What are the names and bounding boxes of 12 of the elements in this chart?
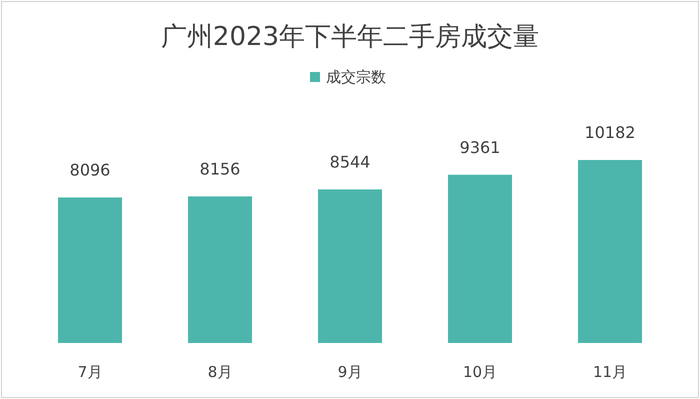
x-tick-label: 11月 (592, 363, 628, 381)
x-tick-label: 9月 (338, 363, 362, 381)
data-label: 10182 (584, 123, 636, 142)
data-label: 8544 (330, 152, 370, 172)
x-tick-label: 10月 (462, 363, 498, 381)
data-label: 8096 (70, 160, 110, 180)
data-label: 8156 (200, 159, 240, 178)
x-tick-label: 7月 (78, 363, 102, 381)
title: 广州2023年下半年二手房成交量 (160, 22, 540, 52)
legend-label: 成交宗数 (326, 68, 386, 86)
x-tick-label: 8月 (208, 363, 232, 381)
data-label: 9361 (460, 138, 500, 157)
